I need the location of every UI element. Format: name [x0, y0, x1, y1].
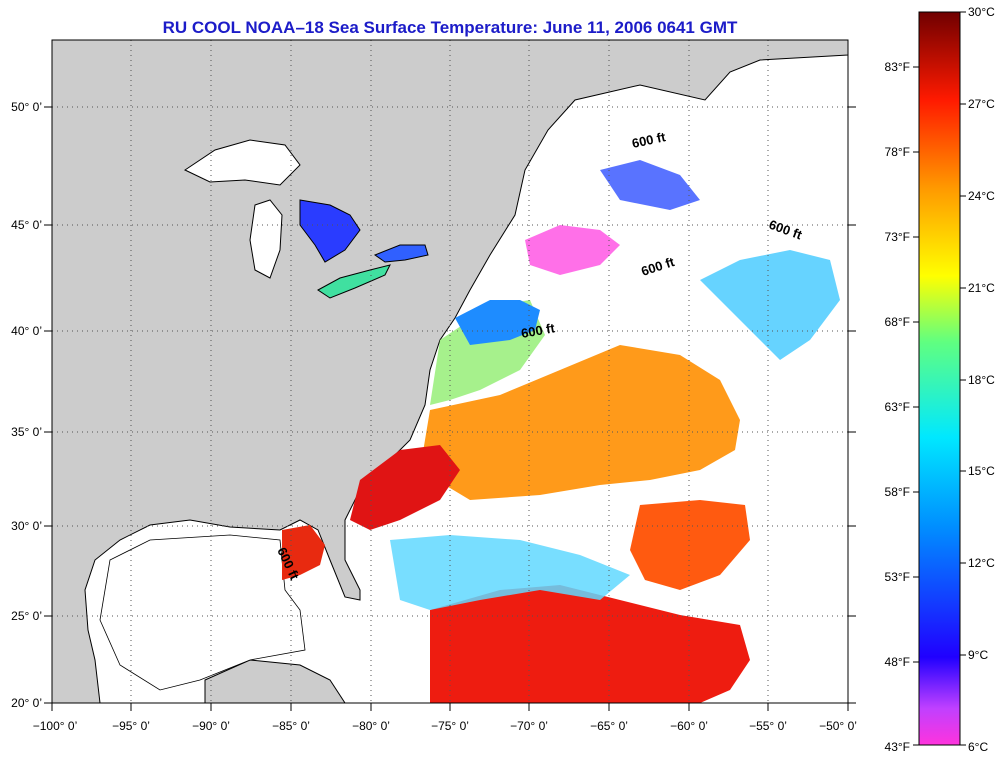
lake-ontario	[373, 244, 429, 263]
lat-label-25: 25° 0’	[11, 609, 42, 623]
lake-erie	[317, 264, 391, 299]
colorbar-c-9: 9°C	[968, 648, 988, 662]
lon-label-65: −65° 0’	[590, 719, 628, 733]
lon-label-50: −50° 0’	[819, 719, 857, 733]
lat-label-40: 40° 0’	[11, 324, 42, 338]
lon-label-90: −90° 0’	[192, 719, 230, 733]
lon-label-75: −75° 0’	[431, 719, 469, 733]
lake-michigan	[249, 199, 283, 279]
colorbar-c-12: 12°C	[968, 556, 995, 570]
sst-cold-shelf	[455, 300, 540, 345]
sst-gulf-stream-orange	[420, 345, 740, 500]
sst-canada-cold	[525, 225, 620, 275]
lat-label-20: 20° 0’	[11, 696, 42, 710]
sst-northeast-mix	[700, 250, 840, 360]
graticule	[52, 40, 848, 703]
lat-label-30: 30° 0’	[11, 519, 42, 533]
colorbar-f-53: 53°F	[885, 570, 910, 584]
lon-label-70: −70° 0’	[510, 719, 548, 733]
lon-label-100: −100° 0’	[33, 719, 78, 733]
colorbar-f-48: 48°F	[885, 655, 910, 669]
colorbar-c-21: 21°C	[968, 281, 995, 295]
colorbar-f-83: 83°F	[885, 60, 910, 74]
map-title: RU COOL NOAA–18 Sea Surface Temperature:…	[162, 18, 738, 37]
lon-label-60: −60° 0’	[670, 719, 708, 733]
colorbar-f-68: 68°F	[885, 315, 910, 329]
colorbar-f-58: 58°F	[885, 485, 910, 499]
lat-label-35: 35° 0’	[11, 425, 42, 439]
sst-gulf-stream-red	[350, 445, 460, 530]
colorbar-f-78: 78°F	[885, 145, 910, 159]
gulf-of-mexico	[99, 534, 306, 691]
lon-label-55: −55° 0’	[749, 719, 787, 733]
map-area: 600 ft 600 ft 600 ft 600 ft 600 ft	[52, 40, 848, 703]
lon-label-80: −80° 0’	[352, 719, 390, 733]
colorbar-c-27: 27°C	[968, 97, 995, 111]
lon-label-95: −95° 0’	[112, 719, 150, 733]
contour-label-mid-atlantic: 600 ft	[520, 320, 557, 341]
sst-gulf-warm-patch	[282, 525, 325, 580]
sst-labrador-cold	[600, 160, 700, 210]
lake-superior	[183, 139, 301, 186]
colorbar-c-15: 15°C	[968, 464, 995, 478]
colorbar-f-43: 43°F	[885, 740, 910, 754]
land-north-america	[52, 40, 848, 703]
colorbar-c-30: 30°C	[968, 5, 995, 19]
colorbar-ticks	[913, 11, 966, 746]
colorbar-f-63: 63°F	[885, 400, 910, 414]
sst-southern-mix	[390, 535, 630, 610]
lon-label-85: −85° 0’	[272, 719, 310, 733]
lat-label-50: 50° 0’	[11, 100, 42, 114]
colorbar-c-24: 24°C	[968, 189, 995, 203]
lake-huron	[299, 199, 361, 263]
temperature-colorbar	[918, 11, 961, 746]
contour-label-labrador: 600 ft	[631, 129, 668, 151]
longitude-axis	[51, 703, 849, 711]
sst-sargasso-red	[430, 585, 750, 703]
colorbar-c-18: 18°C	[968, 373, 995, 387]
sst-southern-orange	[630, 500, 750, 590]
latitude-axis	[44, 106, 856, 704]
colorbar-c-6: 6°C	[968, 740, 988, 754]
colorbar-f-73: 73°F	[885, 230, 910, 244]
lat-label-45: 45° 0’	[11, 218, 42, 232]
